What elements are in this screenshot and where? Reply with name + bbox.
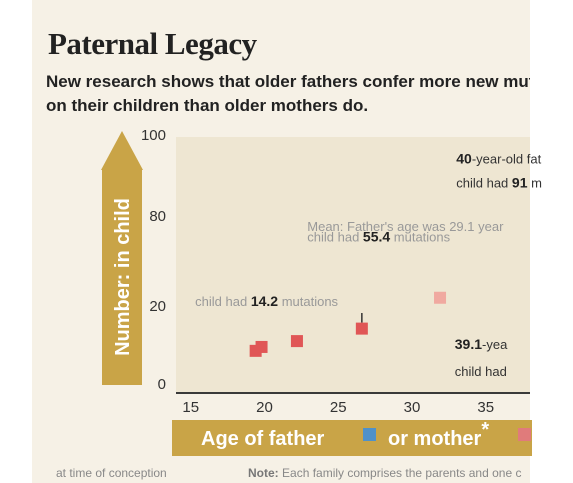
annotations: 40-year-old fat child had 91 m Mean: Fathe… — [195, 150, 542, 379]
chart-title: Paternal Legacy — [48, 26, 257, 61]
y-tick-label: 20 — [149, 298, 166, 315]
x-axis-title-father: Age of father — [201, 428, 325, 450]
annotation-text: Mean: Father's age was 29.1 year — [307, 219, 504, 234]
x-axis-banner: Age of father or mother* — [172, 419, 532, 456]
annotation-part: child had — [455, 364, 507, 379]
annotation-part: child had — [456, 176, 512, 191]
footnote-note-label: Note: — [248, 466, 279, 480]
footnote-note-text: Each family comprises the parents and on… — [282, 466, 522, 480]
annotation-text: child had — [455, 364, 507, 379]
data-point — [434, 291, 447, 304]
x-axis-superscript: * — [481, 419, 489, 441]
y-tick-labels: 0 20 80 100 — [141, 127, 166, 393]
annotation-part: child had — [195, 294, 251, 309]
x-axis-title: Age of father — [201, 428, 325, 450]
x-tick-label: 25 — [330, 399, 347, 416]
plot-area — [176, 137, 530, 394]
annotation-part: 91 — [512, 175, 528, 191]
y-axis-title: Number: in child — [112, 198, 134, 356]
x-axis-bar — [172, 420, 532, 456]
y-tick-label: 80 — [149, 208, 166, 225]
annotation-text: child had 55.4 mutations — [307, 229, 450, 245]
y-tick-label: 0 — [158, 376, 166, 393]
y-axis-arrow — [101, 131, 143, 170]
annotation-part: 40 — [456, 150, 472, 166]
annotation-part: 55.4 — [363, 229, 390, 245]
data-points — [249, 291, 447, 357]
x-tick-labels: 15 20 25 30 35 — [182, 399, 494, 416]
annotation-part: 39.1 — [455, 336, 482, 352]
annotation-part: -year-old fat — [472, 151, 542, 166]
annotation-part: mutations — [278, 294, 338, 309]
footnote-conception: at time of conception — [56, 466, 167, 480]
annotation-part: Mean: Father's age was 29.1 year — [307, 219, 504, 234]
chart-subtitle: New research shows that older fathers co… — [46, 72, 530, 115]
data-point — [355, 322, 368, 335]
footnote-note: Note: Each family comprises the parents … — [248, 466, 521, 480]
annotation-text: child had 91 m — [456, 175, 542, 191]
annotation-part: mutations — [390, 230, 450, 245]
annotation-part: 14.2 — [251, 293, 278, 309]
x-axis-title-rest: or mother* — [388, 419, 489, 450]
y-tick-label: 100 — [141, 127, 166, 144]
legend-swatch-mother — [518, 428, 531, 441]
annotation-text: 40-year-old fat — [456, 150, 541, 166]
annotation-text: 39.1-yea — [455, 336, 508, 352]
x-tick-label: 35 — [477, 399, 494, 416]
data-point — [290, 335, 303, 348]
annotation-part: child had — [307, 230, 363, 245]
legend-swatch-father — [363, 428, 376, 441]
data-point — [255, 340, 268, 353]
annotation-part: m — [527, 176, 541, 191]
y-axis-banner: Number: in child — [101, 131, 143, 385]
x-tick-label: 30 — [404, 399, 421, 416]
y-axis-bar — [102, 170, 142, 385]
x-tick-label: 15 — [182, 399, 199, 416]
annotation-text: child had 14.2 mutations — [195, 293, 338, 309]
annotation-part: -yea — [482, 337, 508, 352]
x-tick-label: 20 — [256, 399, 273, 416]
x-axis-title-mother: or mother — [388, 428, 482, 450]
